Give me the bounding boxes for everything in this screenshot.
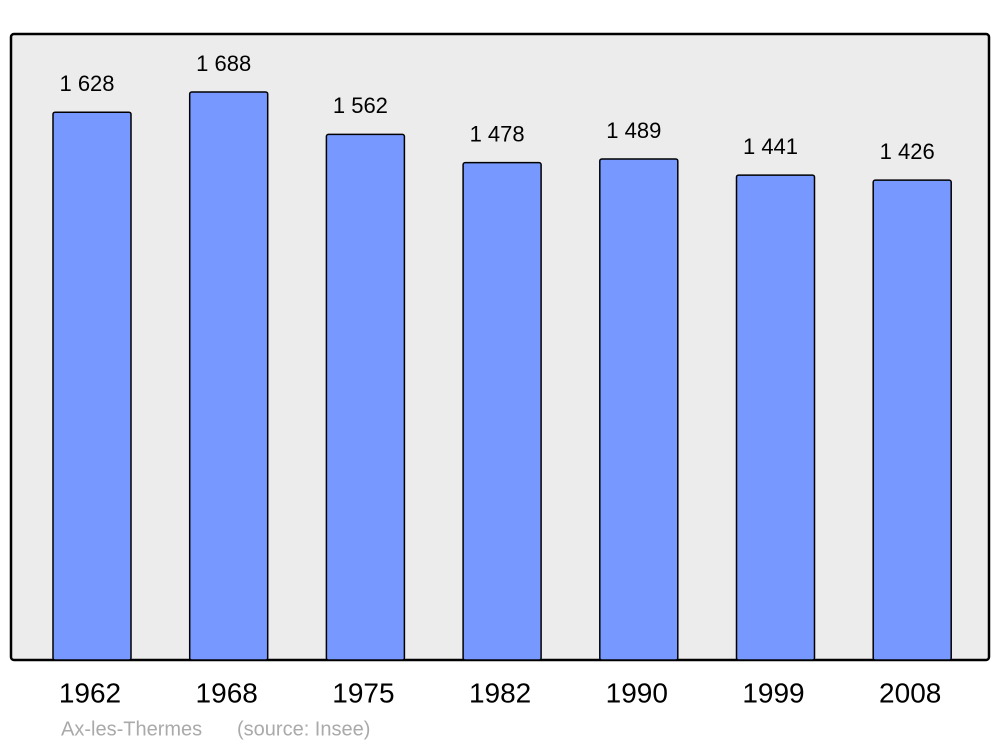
bar: [325, 133, 406, 661]
value-label: 1 441: [743, 134, 798, 159]
x-tick-label: 1975: [332, 677, 394, 708]
x-tick-label: 1968: [196, 677, 258, 708]
source-caption: (source: Insee): [237, 718, 370, 740]
value-label: 1 478: [470, 121, 525, 146]
value-label: 1 426: [880, 139, 935, 164]
value-label: 1 489: [606, 118, 661, 143]
x-tick-label: 1962: [59, 677, 121, 708]
value-label: 1 562: [333, 93, 388, 118]
bar: [462, 161, 542, 661]
bar: [52, 111, 132, 661]
x-tick-label: 1999: [742, 677, 804, 708]
bar: [188, 91, 269, 661]
place-caption: Ax-les-Thermes: [61, 718, 202, 740]
bar: [872, 179, 952, 661]
bar: [599, 158, 679, 661]
x-tick-label: 1982: [469, 677, 531, 708]
x-tick-label: 2008: [879, 677, 941, 708]
value-label: 1 688: [196, 51, 251, 76]
bar: [735, 174, 816, 661]
x-tick-label: 1990: [606, 677, 668, 708]
value-label: 1 628: [59, 71, 114, 96]
